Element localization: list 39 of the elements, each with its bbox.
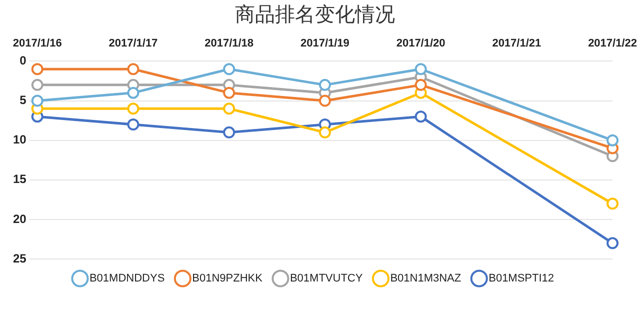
point [318, 78, 331, 91]
point [318, 126, 331, 138]
point [223, 63, 236, 76]
x-tick-label: 2017/1/16 [12, 38, 62, 50]
point [414, 63, 427, 76]
point [31, 94, 44, 107]
point [606, 198, 619, 210]
point [127, 86, 140, 99]
x-tick-label: 2017/1/22 [588, 38, 637, 50]
point [223, 86, 236, 99]
point [414, 110, 427, 123]
y-tick-label: 0 [20, 54, 27, 68]
legend-label: B01N9PZHKK [192, 272, 264, 285]
point [127, 102, 140, 115]
x-tick-label: 2017/1/17 [108, 38, 158, 50]
y-tick-label: 5 [20, 93, 27, 108]
x-tick-label: 2017/1/21 [492, 38, 542, 50]
legend-label: B01MTVUTCY [290, 272, 364, 285]
legend-label: B01MSPTI12 [488, 272, 554, 285]
point [318, 94, 331, 107]
x-tick-label: 2017/1/19 [300, 38, 350, 50]
point [31, 78, 44, 91]
x-tick-label: 2017/1/18 [204, 38, 254, 50]
point [127, 63, 140, 76]
point [414, 78, 427, 91]
legend-label: B01MDNDDYS [89, 272, 165, 285]
y-tick-label: 20 [12, 212, 27, 226]
x-tick-label: 2017/1/20 [396, 38, 446, 50]
point [606, 237, 619, 250]
y-tick-label: 15 [12, 172, 27, 186]
point [223, 126, 236, 138]
legend-label: B01N1M3NAZ [390, 272, 462, 285]
point [127, 118, 140, 130]
y-tick-label: 25 [12, 251, 27, 266]
point [31, 63, 44, 76]
point [606, 134, 619, 146]
point [223, 102, 236, 115]
chart-title: 商品排名变化情况 [235, 2, 395, 26]
y-tick-label: 10 [12, 132, 27, 147]
